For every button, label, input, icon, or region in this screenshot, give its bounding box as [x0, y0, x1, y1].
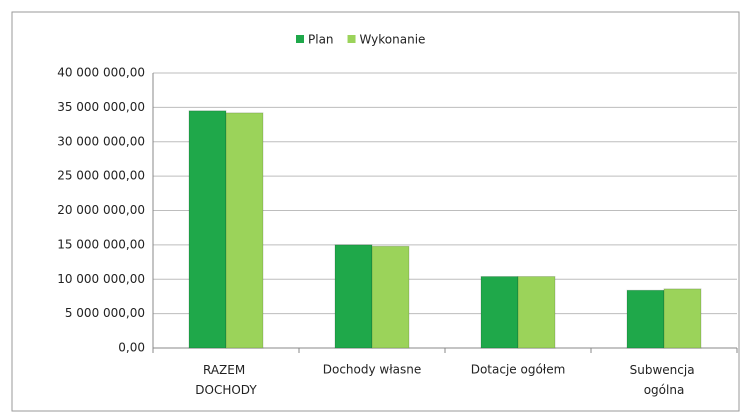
- legend-label: Wykonanie: [360, 33, 426, 47]
- legend-swatch: [347, 35, 356, 43]
- x-tick-label: Dochody własne: [323, 363, 421, 377]
- bar: [188, 110, 227, 349]
- legend-swatch: [296, 35, 304, 43]
- bar: [334, 244, 373, 349]
- bar: [626, 289, 665, 349]
- bar: [663, 288, 702, 349]
- bar: [480, 276, 519, 349]
- y-tick-label: 0,00: [118, 341, 145, 355]
- bar: [225, 112, 264, 349]
- y-tick-label: 25 000 000,00: [57, 169, 145, 183]
- legend-label: Plan: [308, 33, 334, 47]
- y-tick-label: 5 000 000,00: [65, 306, 145, 320]
- y-tick-label: 30 000 000,00: [57, 134, 145, 148]
- bar: [517, 276, 556, 349]
- bar: [371, 245, 410, 349]
- y-tick-label: 40 000 000,00: [57, 66, 145, 80]
- x-tick-label: Dotacje ogółem: [471, 363, 566, 377]
- y-tick-label: 15 000 000,00: [57, 237, 145, 251]
- x-tick-label: RAZEM DOCHODY: [195, 363, 257, 397]
- x-tick-label: Subwencja ogólna: [630, 363, 699, 397]
- y-tick-label: 35 000 000,00: [57, 100, 145, 114]
- y-tick-label: 20 000 000,00: [57, 203, 145, 217]
- y-tick-label: 10 000 000,00: [57, 272, 145, 286]
